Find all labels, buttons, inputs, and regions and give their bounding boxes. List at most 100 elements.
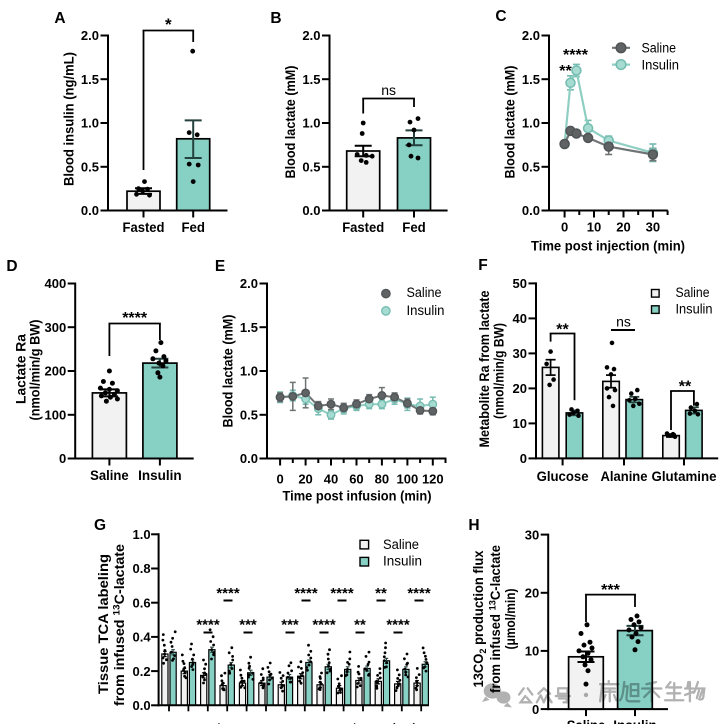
svg-text:0.0: 0.0 [302,203,320,218]
svg-text:***: *** [601,582,620,599]
svg-text:0.5: 0.5 [240,407,258,422]
svg-text:****: **** [563,47,589,64]
svg-text:1.0: 1.0 [81,116,99,131]
svg-text:Fasted: Fasted [123,219,165,235]
svg-text:0: 0 [561,220,568,235]
svg-text:****: **** [196,617,220,634]
svg-text:Time post injection (min): Time post injection (min) [531,238,685,254]
svg-text:Insulin: Insulin [138,467,182,483]
svg-text:10: 10 [513,416,527,431]
svg-text:0.2: 0.2 [133,664,151,679]
svg-text:0.5: 0.5 [81,159,99,174]
svg-text:40: 40 [324,472,338,487]
svg-text:**: ** [556,322,569,339]
svg-text:120: 120 [422,472,444,487]
svg-text:100: 100 [44,407,66,422]
svg-text:Blood insulin (ng/mL): Blood insulin (ng/mL) [61,52,77,186]
svg-text:****: **** [122,310,148,327]
svg-text:20: 20 [513,381,527,396]
svg-text:0: 0 [520,451,527,466]
svg-text:200: 200 [44,364,66,379]
svg-text:0.0: 0.0 [522,203,540,218]
svg-text:B: B [270,10,281,27]
svg-text:Insulin: Insulin [642,57,680,72]
svg-text:20: 20 [525,585,539,600]
svg-text:Saline: Saline [90,467,129,483]
svg-text:(μmol/min): (μmol/min) [503,589,518,650]
svg-text:Alanine: Alanine [601,468,648,484]
svg-text:Fed: Fed [181,219,205,235]
svg-text:30: 30 [525,527,539,542]
svg-text:Lactate Ra: Lactate Ra [14,333,29,404]
svg-text:Saline: Saline [407,285,442,300]
svg-text:0.4: 0.4 [133,630,152,645]
svg-text:Metabolite Ra from lactate: Metabolite Ra from lactate [477,290,492,447]
svg-text:20: 20 [616,220,630,235]
svg-text:*: * [165,15,172,34]
svg-text:Blood lactate (mM): Blood lactate (mM) [502,66,518,179]
svg-text:TA: TA [303,720,326,724]
svg-text:30: 30 [646,220,660,235]
svg-text:1.5: 1.5 [81,72,99,87]
svg-text:1.0: 1.0 [133,527,151,542]
svg-text:300: 300 [44,320,66,335]
svg-text:10: 10 [587,220,601,235]
svg-text:***: *** [281,617,299,634]
svg-text:30: 30 [513,346,527,361]
svg-text:2.0: 2.0 [240,276,258,291]
svg-text:Glutamine: Glutamine [652,468,717,484]
svg-text:100: 100 [396,472,418,487]
svg-text:***: *** [239,617,257,634]
svg-text:H: H [468,517,479,534]
svg-text:F: F [478,257,487,274]
svg-text:0: 0 [532,702,539,717]
svg-text:80: 80 [375,472,389,487]
svg-text:****: **** [294,585,318,602]
svg-text:ns: ns [381,82,396,98]
svg-text:****: **** [330,585,354,602]
svg-text:****: **** [407,585,431,602]
svg-text:**: ** [354,617,366,634]
svg-text:0: 0 [59,451,66,466]
svg-text:D: D [6,258,17,275]
svg-text:20: 20 [298,472,312,487]
svg-text:A: A [54,10,65,27]
svg-text:60: 60 [349,472,363,487]
svg-text:1.0: 1.0 [302,116,320,131]
svg-text:Tissue TCA labeling: Tissue TCA labeling [96,554,111,694]
svg-text:****: **** [216,585,240,602]
svg-text:0.8: 0.8 [133,561,151,576]
svg-text:Insulin: Insulin [407,303,445,318]
svg-text:10: 10 [525,644,539,659]
svg-text:(nmol/min/g BW): (nmol/min/g BW) [492,323,507,419]
svg-text:from infused 13C-lactate: from infused 13C-lactate [112,543,128,706]
svg-text:ns: ns [616,314,631,330]
svg-text:1.5: 1.5 [302,72,320,87]
svg-text:Saline: Saline [676,285,710,300]
svg-text:Fasted: Fasted [342,219,384,235]
svg-text:Insulin: Insulin [383,554,422,569]
svg-text:Saline: Saline [642,41,677,56]
svg-text:1.5: 1.5 [522,72,540,87]
svg-text:0.5: 0.5 [302,159,320,174]
svg-text:**: ** [375,585,387,602]
svg-text:1.0: 1.0 [240,364,258,379]
svg-text:1.0: 1.0 [522,116,540,131]
svg-text:Saline: Saline [383,537,419,552]
svg-text:50: 50 [513,276,527,291]
svg-text:0.5: 0.5 [522,159,540,174]
svg-text:0.0: 0.0 [81,203,99,218]
svg-text:Fed: Fed [402,219,426,235]
svg-text:2.0: 2.0 [81,28,99,43]
svg-text:Time post infusion (min): Time post infusion (min) [283,488,432,504]
svg-text:**: ** [559,63,572,80]
svg-text:2.0: 2.0 [302,28,320,43]
svg-text:1.5: 1.5 [240,320,258,335]
svg-text:****: **** [386,617,410,634]
svg-text:****: **** [312,617,336,634]
svg-text:0.0: 0.0 [240,451,258,466]
svg-text:400: 400 [44,276,66,291]
svg-text:Blood lactate (mM): Blood lactate (mM) [282,66,298,179]
svg-text:0.0: 0.0 [133,698,151,713]
svg-text:Insulin: Insulin [613,717,657,724]
